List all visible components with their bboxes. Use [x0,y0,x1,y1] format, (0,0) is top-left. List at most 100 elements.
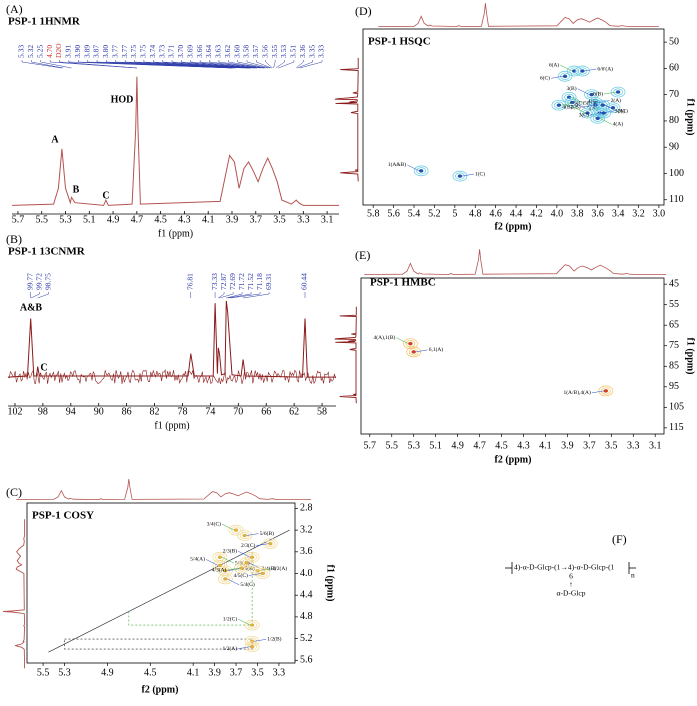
annotation: C [102,190,109,201]
x-tick-label: 58 [317,406,327,417]
peak-label: 1/2(C) [223,615,238,622]
annotation: B [73,184,80,195]
chain: 4)-α-D-Glcp-(1→4)-α-D-Glcp-(1 [514,563,615,572]
x-tick-label: 5.1 [429,440,442,451]
peak-label: 3.90 [73,45,82,58]
cross-peak [217,555,223,559]
x-axis-title: f2 (ppm) [495,454,532,465]
fan-line [30,292,40,299]
chart-title: PSP-1 COSY [32,510,94,522]
guide [128,551,253,626]
x-tick-label: 3.5 [605,440,618,451]
left-projection [3,519,26,669]
x-tick-label: 4.1 [202,214,215,225]
repeat: n [631,571,635,580]
label-arrow [256,543,269,546]
peak-label: 6,1(A) [429,346,444,353]
fan-line [299,60,323,69]
panel-label: (E) [355,248,370,262]
y-tick-label: 70 [669,89,679,100]
peak-label: D2O [54,43,63,58]
contour-mid [220,575,231,583]
panel-label: (F) [612,532,627,546]
x-tick-label: 4.3 [178,214,191,225]
x-tick-label: 3.9 [226,214,239,225]
peak-label: 3.62 [223,45,232,58]
fan-line [153,60,252,69]
label-arrow [574,102,587,109]
x-tick-label: 3.2 [632,208,645,219]
y-tick-label: 50 [669,36,679,47]
peak-label: 3(B) [566,85,576,92]
x-tick-label: 4.5 [154,214,167,225]
peak-label: 1/2(A) [222,645,237,652]
contour-mid [239,531,250,540]
peak-label: 4(C) [588,98,598,105]
label-arrow [238,646,251,649]
x-tick-label: 4.9 [107,214,120,225]
contour-mid [236,564,247,572]
contour-outer [557,70,573,82]
label-arrow [248,573,261,576]
contour-mid [582,109,593,117]
peak-label: 2/3(B) [223,548,238,555]
fan-line [209,60,263,69]
peak-label: 3.70 [176,45,185,58]
peak-label: 5/4(C) [240,581,255,588]
x-tick-label: 5.4 [408,208,421,219]
contour-mid [247,643,257,651]
cross-peak [580,69,585,73]
x-tick-label: 3.0 [653,208,666,219]
fan-line [296,60,304,69]
x-tick-label: 3.8 [571,208,584,219]
contour-outer [584,89,599,101]
annotation: C [40,362,47,373]
x-tick-label: 5.3 [58,667,71,678]
peak-label: 2(A) [611,97,622,104]
peak-label: 3.33 [317,45,326,58]
peak-label: 1/2(B) [267,636,282,643]
peak-label: 3.71 [167,45,176,58]
peak-label: 3.66 [195,45,204,58]
fan-line [96,60,236,69]
y-tick-label: 115 [669,422,684,433]
y-axis-title: f1 (ppm) [325,565,336,602]
x-tick-label: 5.8 [367,208,380,219]
panel-label: (B) [6,232,22,246]
peak-label: 5.25 [35,45,44,58]
peak-label: 69.31 [264,273,273,290]
x-tick-label: 70 [233,406,243,417]
fan-line [218,60,265,69]
x-tick-label: 102 [7,406,22,417]
guide [64,638,253,650]
contour-mid [408,348,419,356]
x-tick-label: 3.3 [297,214,310,225]
label-arrow [238,551,251,558]
chart-title: PSP-1 HSQC [368,36,431,48]
label-arrow [560,102,573,106]
panel-label: (A) [6,2,23,16]
peak-label: 3.58 [242,45,251,58]
peak-label: 5/4(A) [190,556,205,563]
label-arrow [599,118,612,125]
fan-line [243,292,270,299]
annotation: A&B [20,302,43,313]
peak-label: 3.64 [204,45,213,58]
cross-peak [595,116,600,121]
fan-line [273,60,276,69]
peak-label: 3.55 [270,45,279,58]
peak-label: 3/4(B) [262,565,277,572]
label-arrow [238,618,251,626]
peak-label: 3.57 [251,45,260,58]
peak-label: 3(A) [615,107,626,114]
peak-label: 5(A) [587,105,598,112]
contour-mid [600,387,611,395]
peak-label: 99.77 [25,273,34,290]
fan-line [31,60,64,69]
y-tick-label: 4.0 [300,568,313,579]
fan-line [265,60,273,69]
x-tick-label: 4.9 [101,667,114,678]
fan-line [278,60,295,69]
diagonal [48,529,290,653]
